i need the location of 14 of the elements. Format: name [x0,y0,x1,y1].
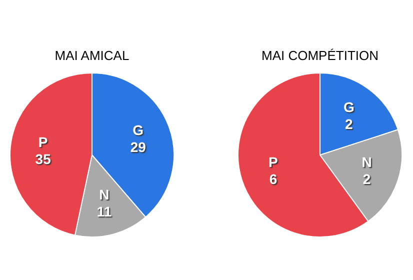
data-label: 11 [96,204,112,220]
slice-label: P [268,154,278,170]
chart-title: MAI AMICAL [54,48,130,63]
chart-title: MAI COMPÉTITION [262,48,378,63]
slice-label: N [99,186,110,203]
data-label: 6 [269,171,278,188]
slice-label: P [38,134,48,150]
data-label: 2 [362,171,371,188]
slice-label: N [362,154,372,170]
data-label: 2 [345,116,354,132]
data-label: 29 [130,138,146,155]
slice-label: G [343,99,354,116]
data-label: 35 [35,150,52,167]
slice-label: G [132,122,144,138]
